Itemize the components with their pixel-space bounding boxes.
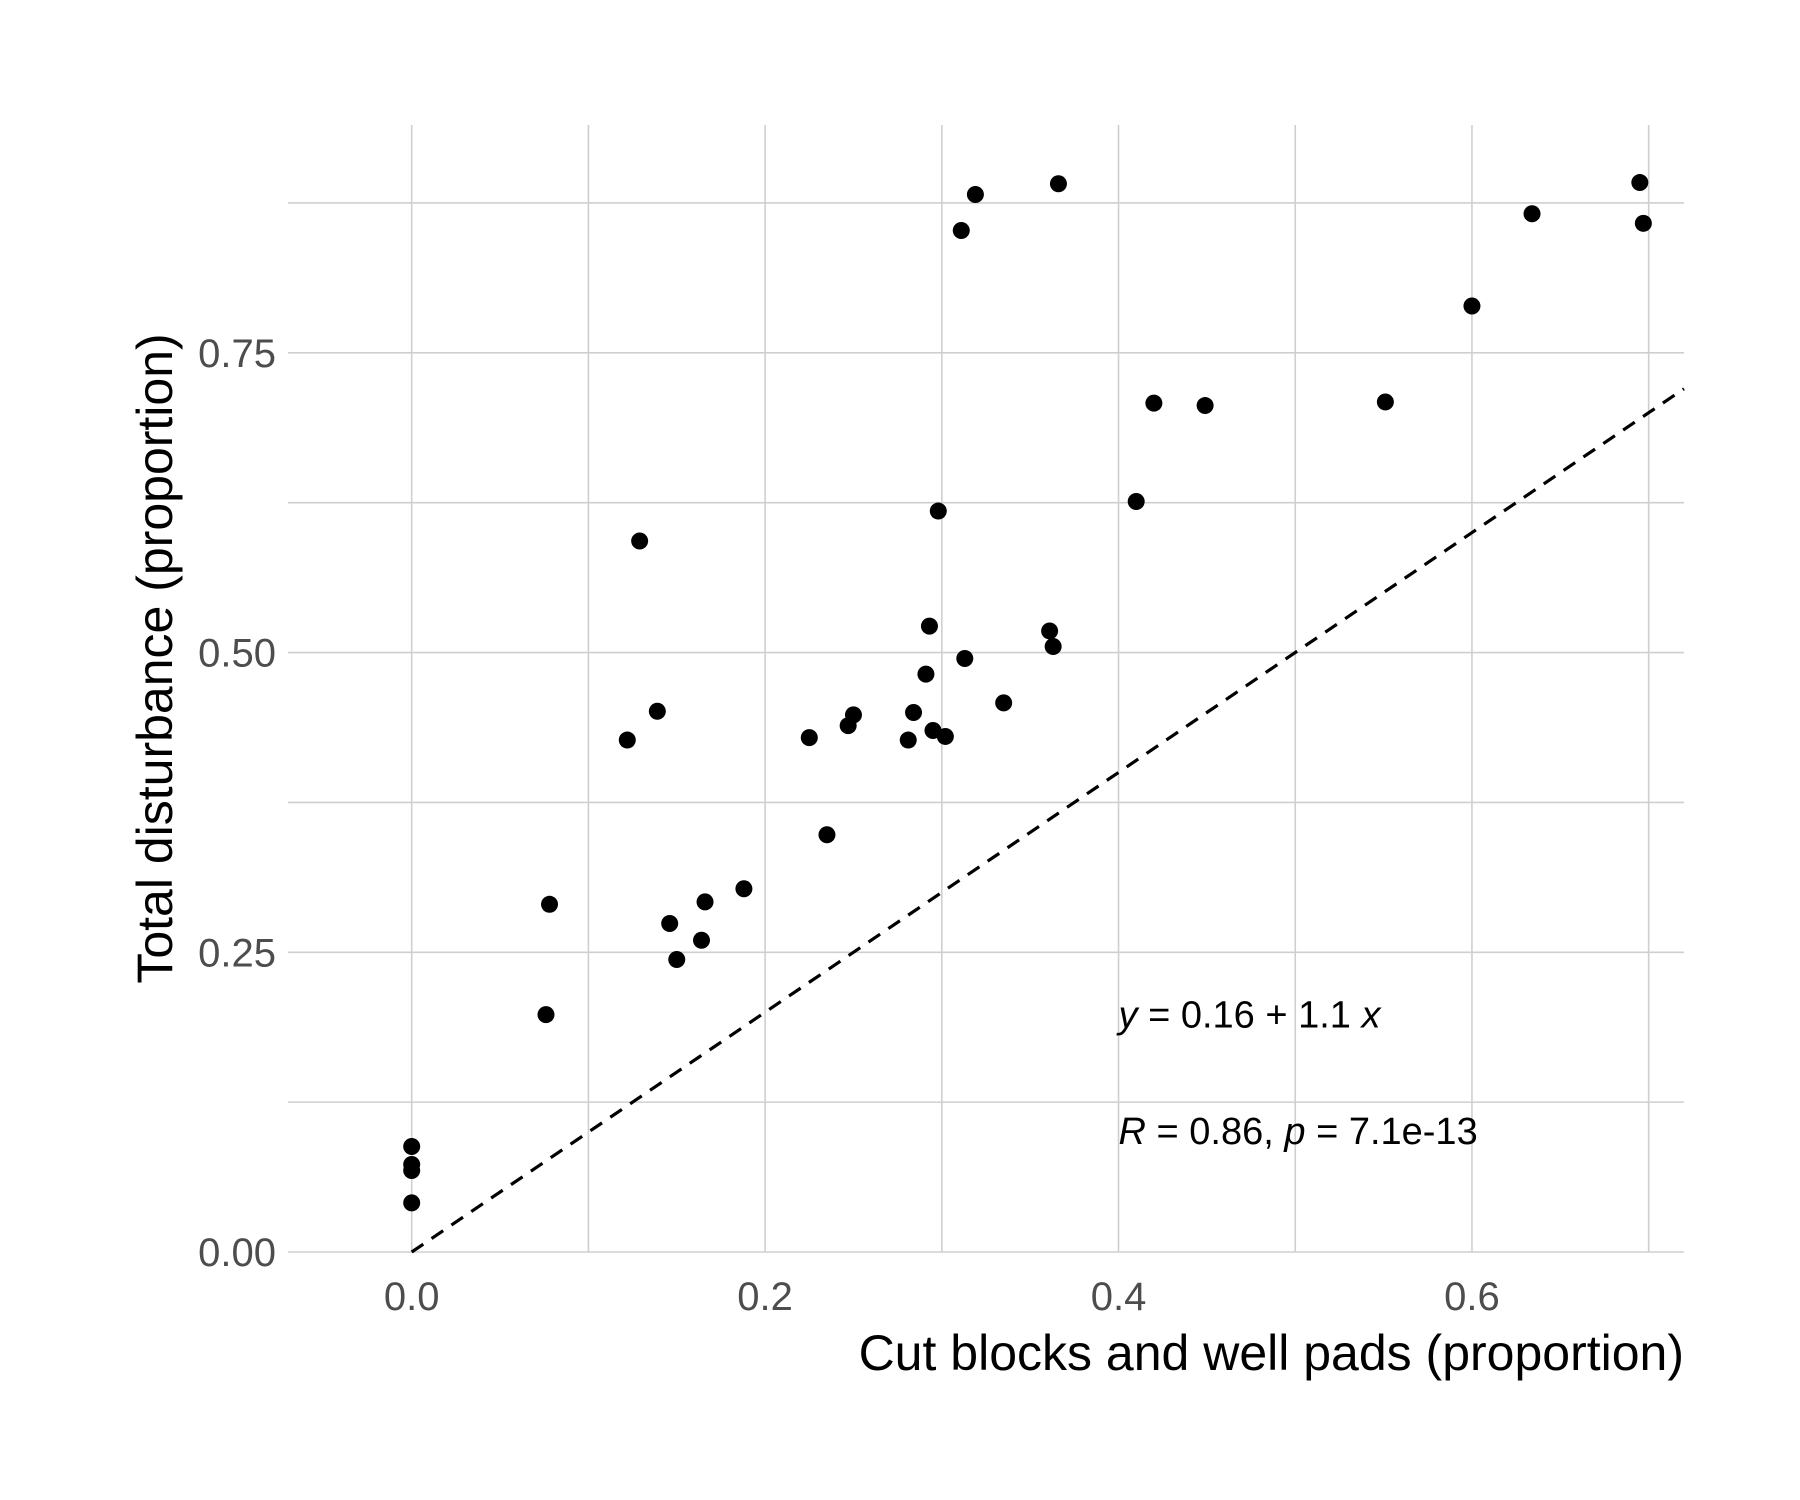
data-point [668,950,686,968]
y-axis-title: Total disturbance (proportion) [127,333,183,983]
y-tick-label: 0.00 [198,1231,276,1275]
data-point [1376,393,1394,411]
x-axis-title: Cut blocks and well pads (proportion) [859,1325,1684,1381]
data-point [1634,214,1652,232]
data-point [696,893,714,911]
data-point [1523,205,1541,223]
data-point [403,1161,421,1179]
data-points [403,174,1652,1212]
data-point [403,1137,421,1155]
data-point [692,931,710,949]
y-tick-label: 0.75 [198,332,276,376]
data-point [631,532,649,550]
data-point [1049,175,1067,193]
reference-line-group [410,387,1685,1254]
data-point [905,703,923,721]
stats-p-var: p [1283,1111,1305,1153]
data-point [800,729,818,747]
data-point [1631,174,1649,192]
data-point [537,1006,555,1024]
data-point [956,650,974,668]
x-tick-label: 0.4 [1091,1275,1147,1319]
data-point [618,731,636,749]
data-point [1127,492,1145,510]
data-point [1041,622,1059,640]
data-point [1196,397,1214,415]
reference-line [410,387,1685,1254]
data-point [920,617,938,635]
data-point [661,914,679,932]
stats-p-text: = 7.1e-13 [1306,1111,1478,1153]
equation-y-var: y [1116,995,1140,1037]
regression-equation-annotation: y = 0.16 + 1.1 x [1116,995,1383,1037]
data-point [899,731,917,749]
stats-r-text: = 0.86, [1146,1111,1284,1153]
data-point [1044,638,1062,656]
data-point [917,665,935,683]
data-point [1463,297,1481,315]
data-point [966,186,984,204]
x-tick-label: 0.2 [737,1275,793,1319]
equation-middle: = 0.16 + 1.1 [1138,995,1362,1037]
data-point [1145,394,1163,412]
data-point [929,502,947,520]
data-point [735,880,753,898]
y-tick-label: 0.50 [198,632,276,676]
x-tick-label: 0.0 [384,1275,440,1319]
grid-lines [288,125,1684,1253]
correlation-stats-annotation: R = 0.86, p = 7.1e-13 [1119,1111,1478,1153]
tick-labels: 0.0 0.2 0.4 0.6 0.00 0.25 0.50 0.75 [198,332,1500,1319]
data-point [648,702,666,720]
data-point [403,1194,421,1212]
data-point [952,222,970,240]
data-point [541,895,559,913]
data-point [995,694,1013,712]
data-point [818,826,836,844]
y-tick-label: 0.25 [198,931,276,975]
x-tick-label: 0.6 [1444,1275,1500,1319]
equation-x-var: x [1360,995,1383,1037]
stats-r-var: R [1119,1111,1146,1153]
data-point [844,706,862,724]
data-point [936,727,954,745]
